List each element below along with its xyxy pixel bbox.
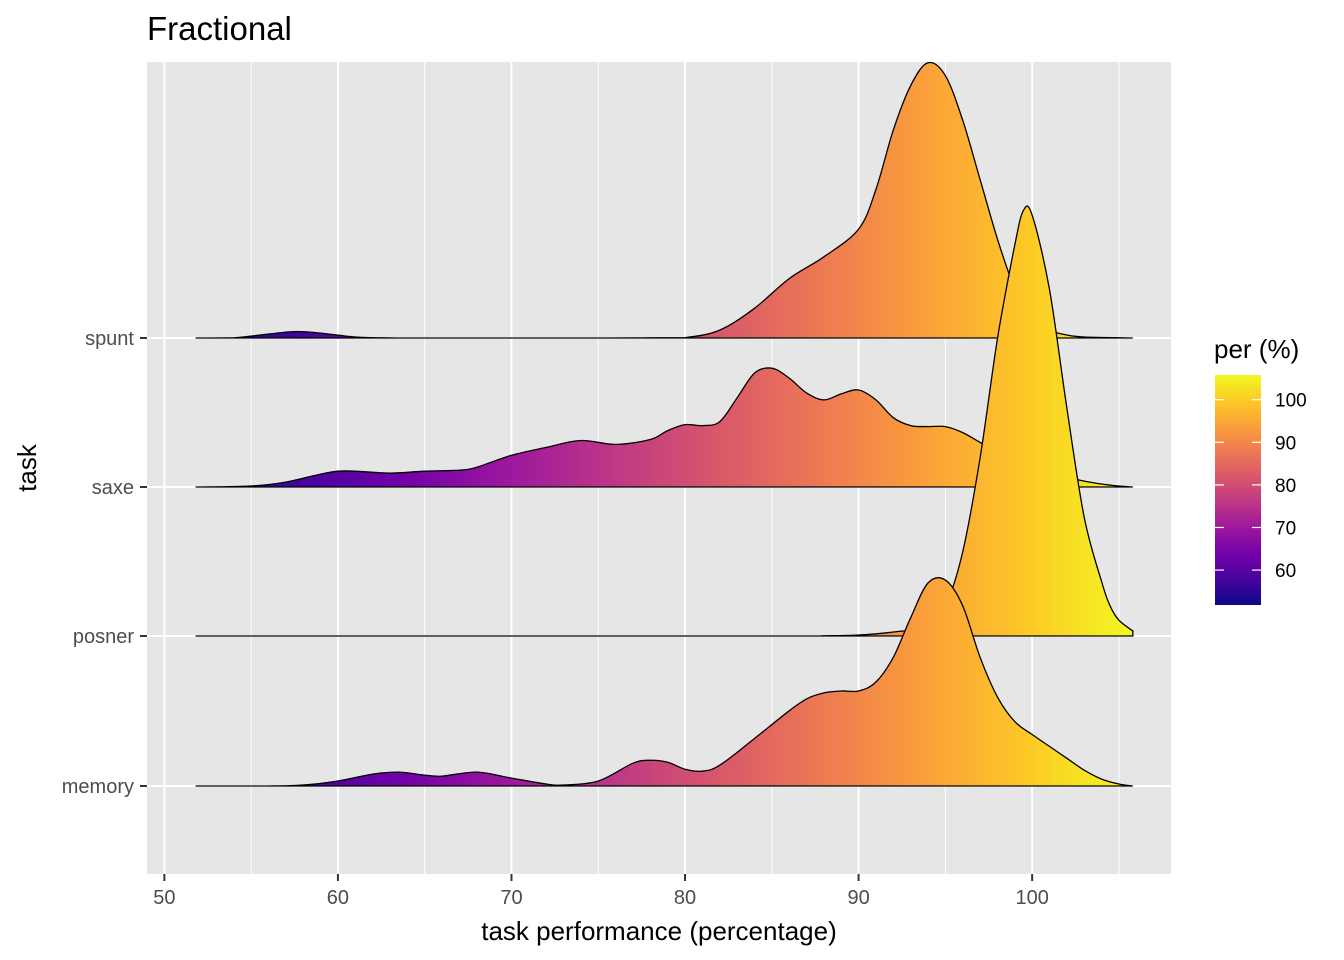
x-axis-title: task performance (percentage) xyxy=(481,916,837,946)
x-tick-label-70: 70 xyxy=(500,887,522,909)
ridges xyxy=(195,61,1134,787)
legend-title: per (%) xyxy=(1214,334,1299,364)
legend-tick-label-90: 90 xyxy=(1275,433,1296,454)
ridge-posner xyxy=(195,205,1134,637)
y-axis-title: task xyxy=(12,443,42,492)
x-tick-label-60: 60 xyxy=(327,887,349,909)
ridge-fill-memory xyxy=(195,577,1133,786)
legend-tick-label-80: 80 xyxy=(1275,476,1296,497)
legend-ticks: 60 70 80 90 100 xyxy=(1215,391,1307,582)
ridge-fill-saxe xyxy=(195,367,1133,487)
ridge-fill-spunt xyxy=(195,62,1133,338)
x-tick-label-90: 90 xyxy=(847,887,869,909)
x-tick-label-50: 50 xyxy=(153,887,175,909)
ridge-memory xyxy=(195,577,1133,787)
ridge-fill-posner xyxy=(195,205,1133,637)
legend: per (%) 60 70 80 90 100 xyxy=(1214,334,1307,605)
y-tick-label-memory: memory xyxy=(62,776,134,798)
y-tick-label-saxe: saxe xyxy=(92,477,134,499)
legend-colorbar xyxy=(1215,375,1261,605)
y-tick-label-spunt: spunt xyxy=(85,328,134,350)
x-tick-label-100: 100 xyxy=(1015,887,1048,909)
chart-title: Fractional xyxy=(147,10,292,47)
ridge-outline-memory xyxy=(195,577,1133,787)
ridge-outline-posner xyxy=(195,205,1134,637)
y-axis: memory posner saxe spunt xyxy=(62,328,147,798)
legend-tick-label-70: 70 xyxy=(1275,518,1296,539)
legend-tick-label-100: 100 xyxy=(1275,391,1307,412)
x-axis: 50 60 70 80 90 100 xyxy=(153,874,1049,909)
y-tick-label-posner: posner xyxy=(73,626,134,648)
legend-tick-label-60: 60 xyxy=(1275,561,1296,582)
x-tick-label-80: 80 xyxy=(674,887,696,909)
